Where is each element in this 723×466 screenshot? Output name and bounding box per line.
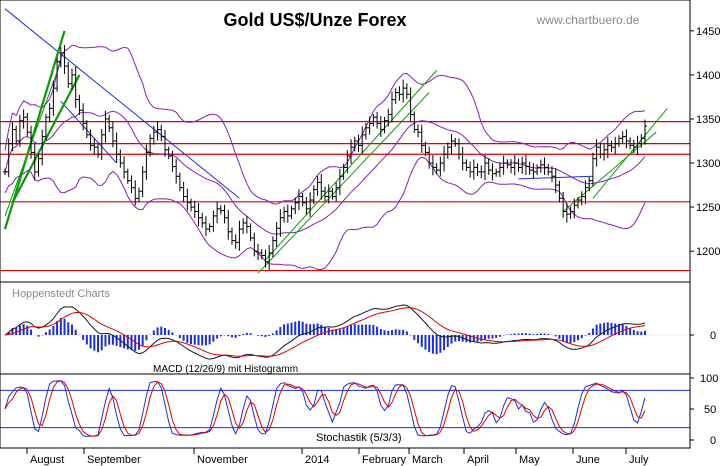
macd-line: [4, 304, 646, 360]
month-label: July: [629, 454, 649, 466]
month-label: November: [197, 454, 248, 466]
bollinger-upper-line: [4, 44, 646, 205]
chart-title: Gold US$/Unze Forex: [223, 10, 406, 30]
price-panel: [0, 8, 690, 274]
macd-panel: [0, 304, 690, 360]
stochastic-panel: [0, 380, 690, 437]
month-label: February: [362, 454, 407, 466]
price-tick-label: 1400: [696, 70, 720, 82]
month-label: June: [576, 454, 600, 466]
price-tick-label: 1350: [696, 114, 720, 126]
watermark-text: www.chartbuero.de: [536, 13, 640, 27]
price-tick-label: 1250: [696, 202, 720, 214]
stochastic-d-line: [4, 380, 646, 437]
downtrend-line-short: [60, 101, 117, 164]
stochastic-tick-label: 0: [710, 435, 716, 447]
price-tick-label: 1300: [696, 158, 720, 170]
uptrend-channel-line: [257, 92, 430, 274]
uptrend-channel-line: [562, 131, 657, 212]
price-tick-label: 1450: [696, 26, 720, 38]
publisher-label: Hoppenstedt Charts: [12, 288, 110, 300]
stochastic-label: Stochastik (5/3/3): [316, 432, 402, 444]
month-label: August: [30, 454, 64, 466]
bollinger-lower-line: [4, 156, 646, 271]
price-tick-label: 1200: [696, 246, 720, 258]
bollinger-middle-line: [4, 110, 646, 235]
stochastic-tick-label: 50: [704, 404, 716, 416]
uptrend-channel-line: [265, 70, 437, 261]
chart-frame: [0, 0, 691, 449]
month-label: 2014: [305, 454, 329, 466]
month-label: April: [467, 454, 489, 466]
uptrend-channel-line: [592, 108, 668, 199]
stochastic-tick-label: 100: [700, 373, 718, 385]
macd-signal-line: [4, 307, 646, 357]
macd-label: MACD (12/26/9) mit Histogramm: [153, 364, 298, 375]
month-label: September: [87, 454, 141, 466]
macd-tick-label: 0: [710, 330, 716, 342]
uptrend-channel-line: [4, 61, 62, 217]
month-label: March: [412, 454, 443, 466]
stochastic-k-line: [4, 380, 646, 437]
downtrend-line: [4, 8, 240, 199]
month-label: May: [519, 454, 540, 466]
